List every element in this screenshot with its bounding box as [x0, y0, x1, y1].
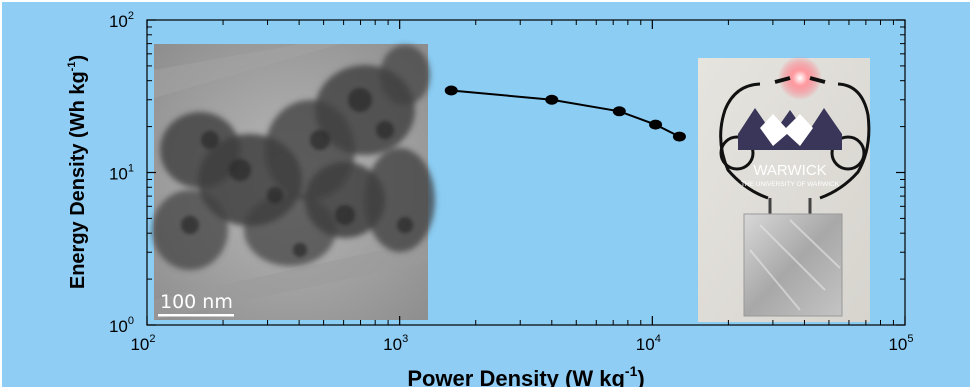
coiled-wire-right	[830, 135, 866, 171]
data-point	[444, 85, 458, 96]
y-tick-label: 102	[109, 10, 134, 31]
axes: 102 103 104 105 100 101 102	[109, 10, 914, 354]
inset-tem-image: 100 nm	[152, 44, 435, 320]
inset-device-photo: WARWICK THE UNIVERSITY OF WARWICK	[698, 56, 871, 322]
pouch-cell	[743, 213, 843, 317]
y-tick-label: 101	[109, 163, 134, 184]
logo-word: WARWICK	[753, 162, 826, 179]
scale-bar	[158, 314, 234, 317]
data-point	[612, 106, 626, 117]
y-tick-label: 100	[109, 315, 134, 336]
warwick-logo: WARWICK THE UNIVERSITY OF WARWICK	[738, 108, 842, 188]
scale-bar-label: 100 nm	[160, 291, 233, 313]
x-axis-title: Power Density (W kg-1)	[407, 363, 644, 387]
x-tick-label: 105	[888, 333, 913, 354]
coiled-wire-left	[719, 135, 755, 171]
data-point	[545, 94, 559, 105]
led-glow	[778, 56, 822, 100]
x-tick-label: 104	[636, 333, 661, 354]
x-tick-label: 103	[383, 333, 408, 354]
x-tick-label: 102	[130, 333, 155, 354]
y-axis-title: Energy Density (Wh kg-1)	[66, 55, 89, 289]
data-point	[672, 131, 686, 142]
logo-subtitle: THE UNIVERSITY OF WARWICK	[741, 181, 840, 188]
data-series	[444, 85, 686, 142]
data-point	[649, 119, 663, 130]
